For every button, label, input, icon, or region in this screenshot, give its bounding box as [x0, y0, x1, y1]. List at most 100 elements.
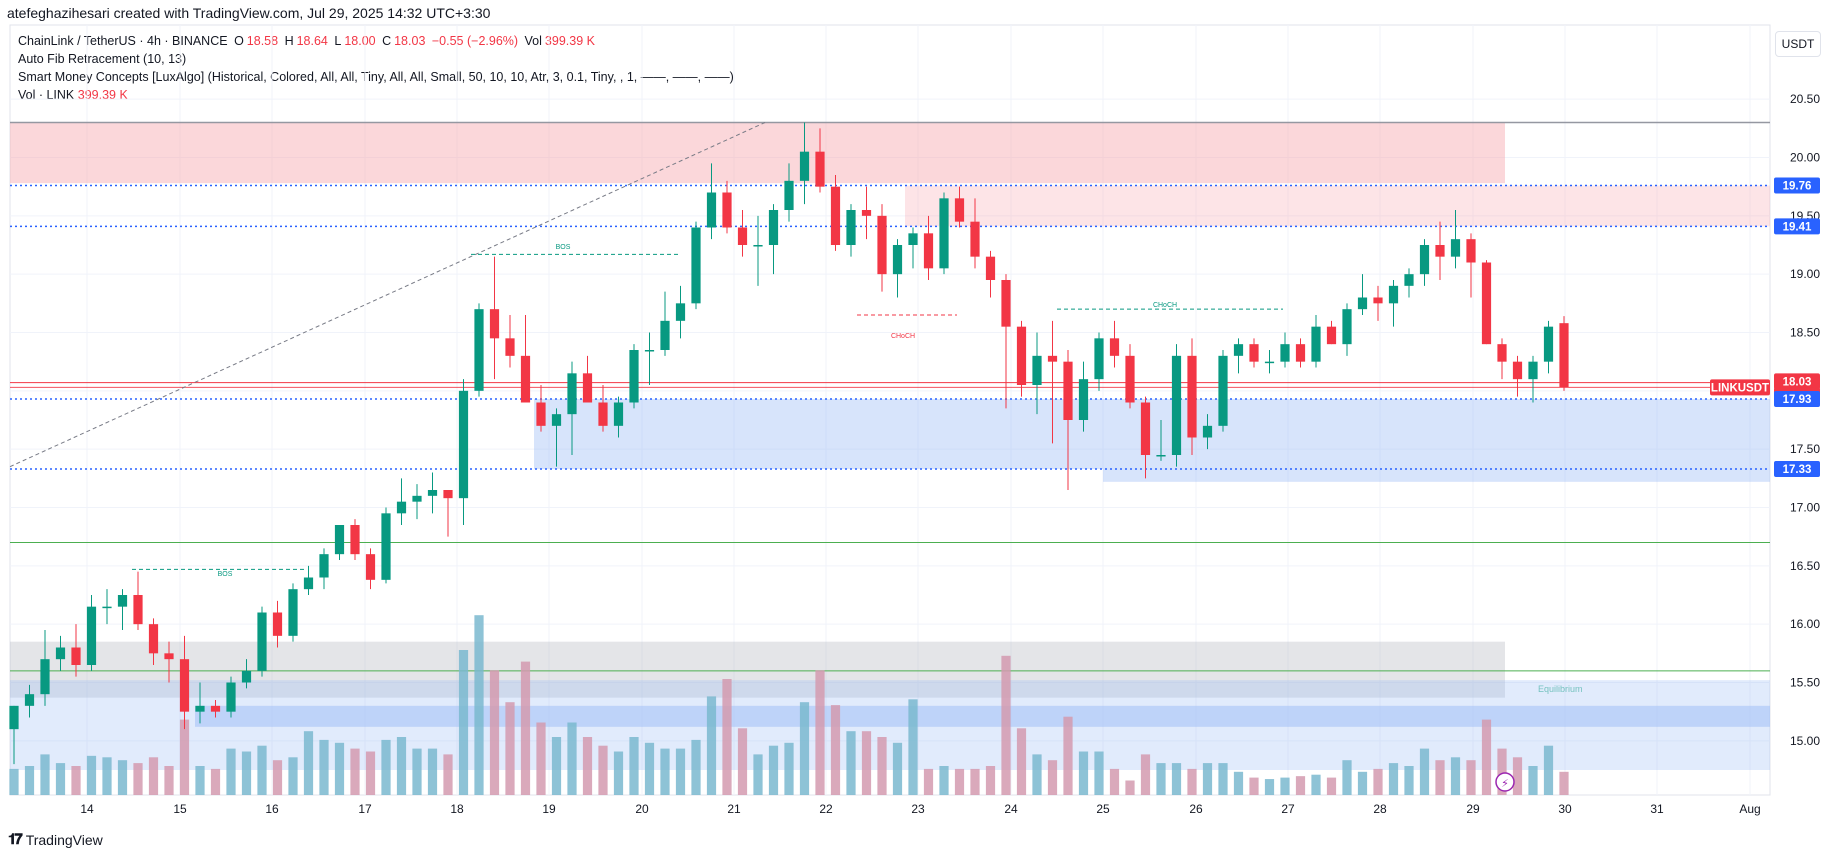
candle-body[interactable] [784, 180, 794, 210]
candle-body[interactable] [1435, 245, 1445, 257]
candle-body[interactable] [660, 320, 670, 350]
candle-body[interactable] [691, 227, 701, 304]
candle-body[interactable] [9, 705, 19, 730]
candle-body[interactable] [923, 233, 934, 269]
candle-body[interactable] [939, 198, 949, 269]
candle-body[interactable] [582, 373, 593, 403]
candle-body[interactable] [536, 402, 546, 426]
candle-body[interactable] [1218, 355, 1228, 426]
candle-body[interactable] [877, 215, 887, 275]
candle-body[interactable] [334, 525, 345, 555]
candle-body[interactable] [598, 402, 608, 426]
candle-body[interactable] [1125, 355, 1135, 403]
candle-body[interactable] [1388, 285, 1399, 304]
candle-body[interactable] [427, 490, 438, 496]
candle-body[interactable] [365, 554, 376, 580]
candle-body[interactable] [1063, 361, 1073, 420]
candle-body[interactable] [412, 495, 422, 502]
candle-body[interactable] [1497, 344, 1507, 362]
legend-symbol[interactable]: ChainLink / TetherUS · 4h · BINANCE [18, 34, 228, 48]
candle-body[interactable] [1373, 297, 1383, 304]
candle-body[interactable] [272, 612, 283, 636]
candle-body[interactable] [613, 402, 624, 426]
candle-body[interactable] [1109, 338, 1120, 356]
candle-body[interactable] [1264, 361, 1275, 364]
candle-body[interactable] [799, 151, 810, 181]
candle-body[interactable] [1016, 326, 1027, 385]
candle-body[interactable] [1202, 425, 1213, 438]
candle-body[interactable] [40, 659, 50, 695]
candle-body[interactable] [319, 554, 329, 578]
candle-body[interactable] [706, 192, 717, 228]
candle-body[interactable] [861, 210, 872, 216]
candle-body[interactable] [505, 338, 515, 356]
candle-body[interactable] [722, 192, 732, 228]
candle-body[interactable] [629, 350, 639, 403]
legend-fib[interactable]: Auto Fib Retracement (10, 13) [18, 52, 187, 66]
candle-body[interactable] [1543, 326, 1554, 362]
candle-body[interactable] [148, 624, 159, 654]
event-marker-icon[interactable] [1495, 772, 1515, 792]
candle-body[interactable] [1512, 361, 1523, 380]
candle-body[interactable] [226, 682, 236, 712]
candle-body[interactable] [1295, 344, 1306, 362]
candle-body[interactable] [1001, 280, 1011, 327]
candle-body[interactable] [815, 151, 825, 187]
candle-body[interactable] [1140, 402, 1151, 456]
candle-body[interactable] [303, 577, 314, 590]
candle-body[interactable] [892, 245, 903, 275]
candle-body[interactable] [381, 513, 391, 580]
footer-brand[interactable]: 𝟏𝟕 TradingView [8, 831, 103, 848]
candle-body[interactable] [644, 350, 655, 352]
candle-body[interactable] [954, 198, 965, 222]
candle-body[interactable] [675, 303, 686, 321]
candle-body[interactable] [1419, 245, 1430, 275]
candle-body[interactable] [164, 653, 174, 660]
candle-body[interactable] [1404, 274, 1414, 286]
candle-body[interactable] [350, 525, 360, 555]
candle-body[interactable] [1357, 297, 1368, 310]
candle-body[interactable] [257, 612, 267, 671]
candle-body[interactable] [195, 705, 205, 712]
candle-body[interactable] [1450, 239, 1461, 257]
candle-body[interactable] [1156, 455, 1166, 457]
candle-body[interactable] [753, 245, 763, 247]
candle-body[interactable] [551, 414, 562, 426]
candle-body[interactable] [179, 659, 190, 712]
currency-button[interactable]: USDT [1775, 31, 1821, 57]
candle-body[interactable] [102, 606, 112, 609]
candle-body[interactable] [1047, 355, 1058, 362]
candle-body[interactable] [24, 694, 35, 706]
candle-body[interactable] [1094, 338, 1104, 380]
candle-body[interactable] [1528, 361, 1538, 380]
candle-body[interactable] [1326, 326, 1337, 345]
candle-body[interactable] [396, 501, 407, 514]
candle-body[interactable] [86, 606, 97, 665]
legend-smc[interactable]: Smart Money Concepts [LuxAlgo] (Historic… [18, 70, 734, 84]
candle-body[interactable] [846, 210, 856, 245]
candle-body[interactable] [1280, 344, 1290, 362]
candle-body[interactable] [55, 647, 66, 660]
candle-body[interactable] [117, 595, 128, 607]
candle-body[interactable] [1249, 344, 1259, 362]
candle-body[interactable] [1078, 379, 1089, 420]
candle-body[interactable] [520, 355, 531, 403]
legend-symbol-row[interactable]: ChainLink / TetherUS · 4h · BINANCE O 18.… [18, 33, 734, 51]
candle-body[interactable] [458, 390, 469, 499]
candle-body[interactable] [133, 595, 143, 625]
legend-volume[interactable]: Vol · LINK 399.39 K [18, 87, 734, 105]
candle-body[interactable] [1171, 355, 1182, 455]
candle-body[interactable] [241, 670, 252, 683]
candle-body[interactable] [1311, 326, 1321, 362]
candle-body[interactable] [908, 233, 918, 245]
candle-body[interactable] [830, 186, 841, 245]
candle-body[interactable] [489, 309, 500, 339]
candle-body[interactable] [768, 210, 779, 245]
candle-body[interactable] [567, 373, 577, 415]
candle-body[interactable] [970, 221, 980, 257]
candle-body[interactable] [1559, 323, 1569, 388]
candle-body[interactable] [443, 490, 453, 499]
candle-body[interactable] [474, 309, 484, 391]
candle-body[interactable] [288, 589, 298, 636]
candle-body[interactable] [1187, 355, 1197, 438]
